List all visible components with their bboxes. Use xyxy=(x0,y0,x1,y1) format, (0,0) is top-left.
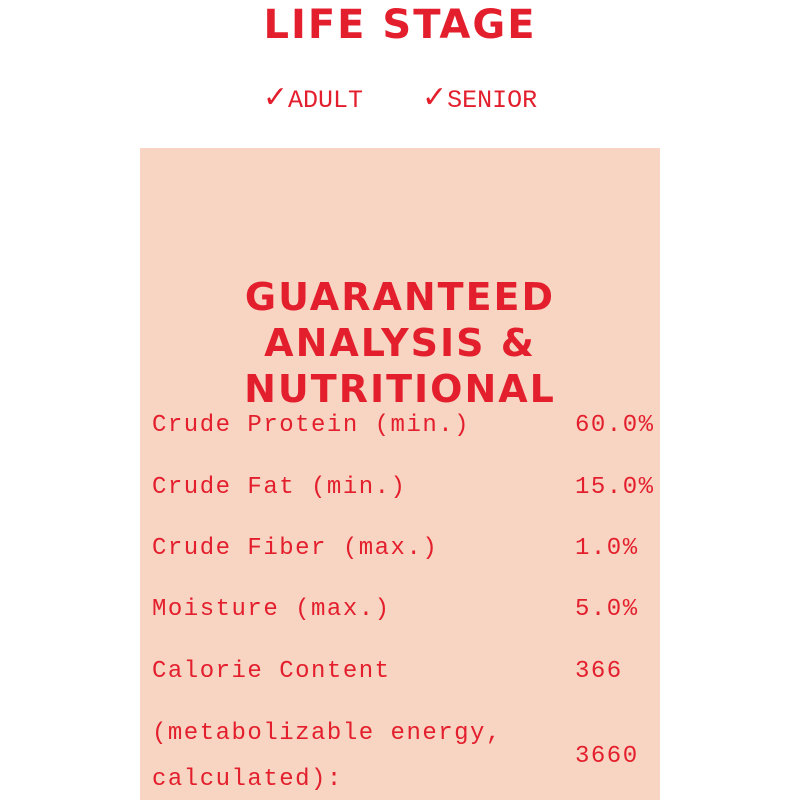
life-stage-list: ✓ADULT ✓SENIOR xyxy=(0,80,800,115)
row-value: 3660 xyxy=(575,743,639,770)
stage-adult: ✓ADULT xyxy=(263,80,363,115)
row-value: 60.0% xyxy=(575,412,655,439)
row-label: Calorie Content xyxy=(152,658,391,685)
stage-label: ADULT xyxy=(287,86,363,115)
row-label: Crude Fiber (max.) xyxy=(152,535,439,562)
life-stage-title: LIFE STAGE xyxy=(263,2,537,48)
row-label: Crude Fat (min.) xyxy=(152,474,407,501)
check-icon: ✓ xyxy=(262,80,288,115)
check-icon: ✓ xyxy=(422,80,448,115)
row-value: 15.0% xyxy=(575,474,655,501)
analysis-panel: GUARANTEED ANALYSIS & NUTRITIONAL Crude … xyxy=(140,148,660,800)
row-label: Moisture (max.) xyxy=(152,596,391,623)
row-label: Crude Protein (min.) xyxy=(152,412,471,439)
row-value: 366 xyxy=(575,658,623,685)
stage-label: SENIOR xyxy=(447,86,538,115)
analysis-heading: GUARANTEED ANALYSIS & NUTRITIONAL xyxy=(244,275,556,411)
row-value: 1.0% xyxy=(575,535,639,562)
row-label: (metabolizable energy, calculated): xyxy=(152,720,502,793)
stage-senior: ✓SENIOR xyxy=(422,80,537,115)
row-value: 5.0% xyxy=(575,596,639,623)
